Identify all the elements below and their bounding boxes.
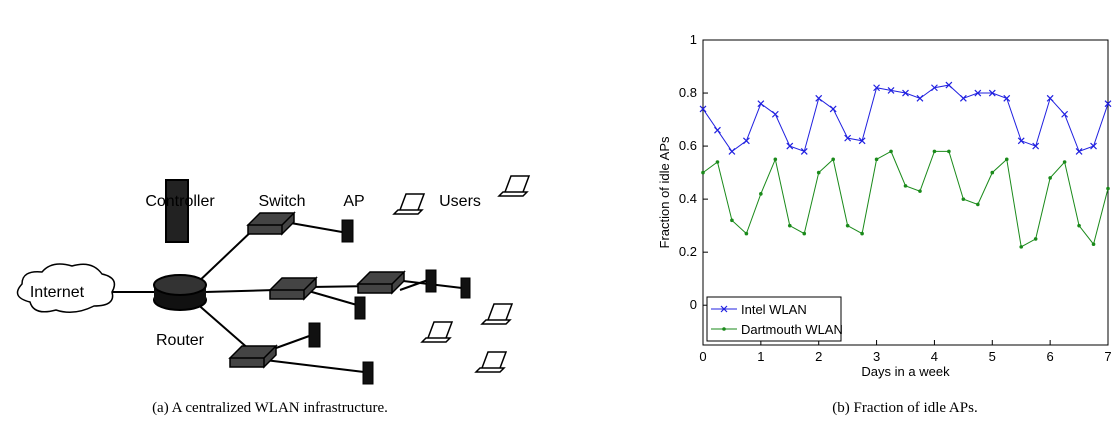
point (759, 192, 763, 196)
point (904, 184, 908, 188)
point (714, 127, 720, 133)
point (860, 232, 864, 236)
x-axis-label: Days in a week (861, 364, 950, 379)
point (772, 111, 778, 117)
point (817, 171, 821, 175)
y-axis-label: Fraction of idle APs (657, 136, 672, 248)
diagram-label: Switch (258, 193, 305, 210)
point (1048, 176, 1052, 180)
point (1063, 160, 1067, 164)
legend-label: Dartmouth WLAN (741, 322, 843, 337)
point (729, 148, 735, 154)
y-tick-label: 0.8 (679, 85, 697, 100)
point (787, 143, 793, 149)
point (1033, 143, 1039, 149)
x-tick-label: 4 (931, 349, 938, 364)
x-tick-label: 7 (1104, 349, 1111, 364)
point (1091, 143, 1097, 149)
point (1077, 224, 1081, 228)
figure: Controller Switch AP Users Internet Rout… (0, 0, 1116, 424)
point (1047, 95, 1053, 101)
caption: (a) A centralized WLAN infrastructure. (152, 400, 388, 416)
x-tick-label: 6 (1047, 349, 1054, 364)
point (875, 158, 879, 162)
point (918, 189, 922, 193)
point (962, 197, 966, 201)
x-tick-label: 1 (757, 349, 764, 364)
point (743, 138, 749, 144)
point (788, 224, 792, 228)
caption: (b) Fraction of idle APs. (832, 400, 977, 416)
point (716, 160, 720, 164)
diagram-label: AP (343, 193, 364, 210)
point (1005, 158, 1009, 162)
point (846, 224, 850, 228)
point (1092, 242, 1096, 246)
y-tick-label: 0.6 (679, 138, 697, 153)
y-tick-label: 0.4 (679, 191, 697, 206)
point (976, 203, 980, 207)
y-tick-label: 0.2 (679, 244, 697, 259)
series-line (703, 85, 1108, 151)
diagram-label: Router (156, 332, 205, 349)
x-tick-label: 0 (699, 349, 706, 364)
point (917, 95, 923, 101)
point (701, 171, 705, 175)
point (1106, 187, 1110, 191)
point (947, 150, 951, 154)
x-tick-label: 3 (873, 349, 880, 364)
y-tick-label: 1 (690, 32, 697, 47)
point (830, 106, 836, 112)
point (745, 232, 749, 236)
point (990, 171, 994, 175)
point (801, 148, 807, 154)
point (889, 150, 893, 154)
chart: 0 0.2 0.4 0.6 0.8 1 0 1 2 3 4 5 6 7 Days in a week Frac… (657, 32, 1112, 416)
y-tick-label: 0 (690, 297, 697, 312)
legend-marker (722, 327, 726, 331)
x-tick-label: 5 (989, 349, 996, 364)
diagram-label: Controller (145, 193, 215, 210)
point (1019, 245, 1023, 249)
point (960, 95, 966, 101)
point (1034, 237, 1038, 241)
point (816, 95, 822, 101)
point (802, 232, 806, 236)
diagram-label: Users (439, 193, 481, 210)
point (1062, 111, 1068, 117)
series-line (703, 151, 1108, 246)
point (831, 158, 835, 162)
point (774, 158, 778, 162)
point (1076, 148, 1082, 154)
point (758, 101, 764, 107)
point (1004, 95, 1010, 101)
x-tick-label: 2 (815, 349, 822, 364)
point (730, 219, 734, 223)
point (1018, 138, 1024, 144)
diagram-label: Internet (30, 284, 85, 301)
legend-label: Intel WLAN (741, 302, 807, 317)
point (933, 150, 937, 154)
